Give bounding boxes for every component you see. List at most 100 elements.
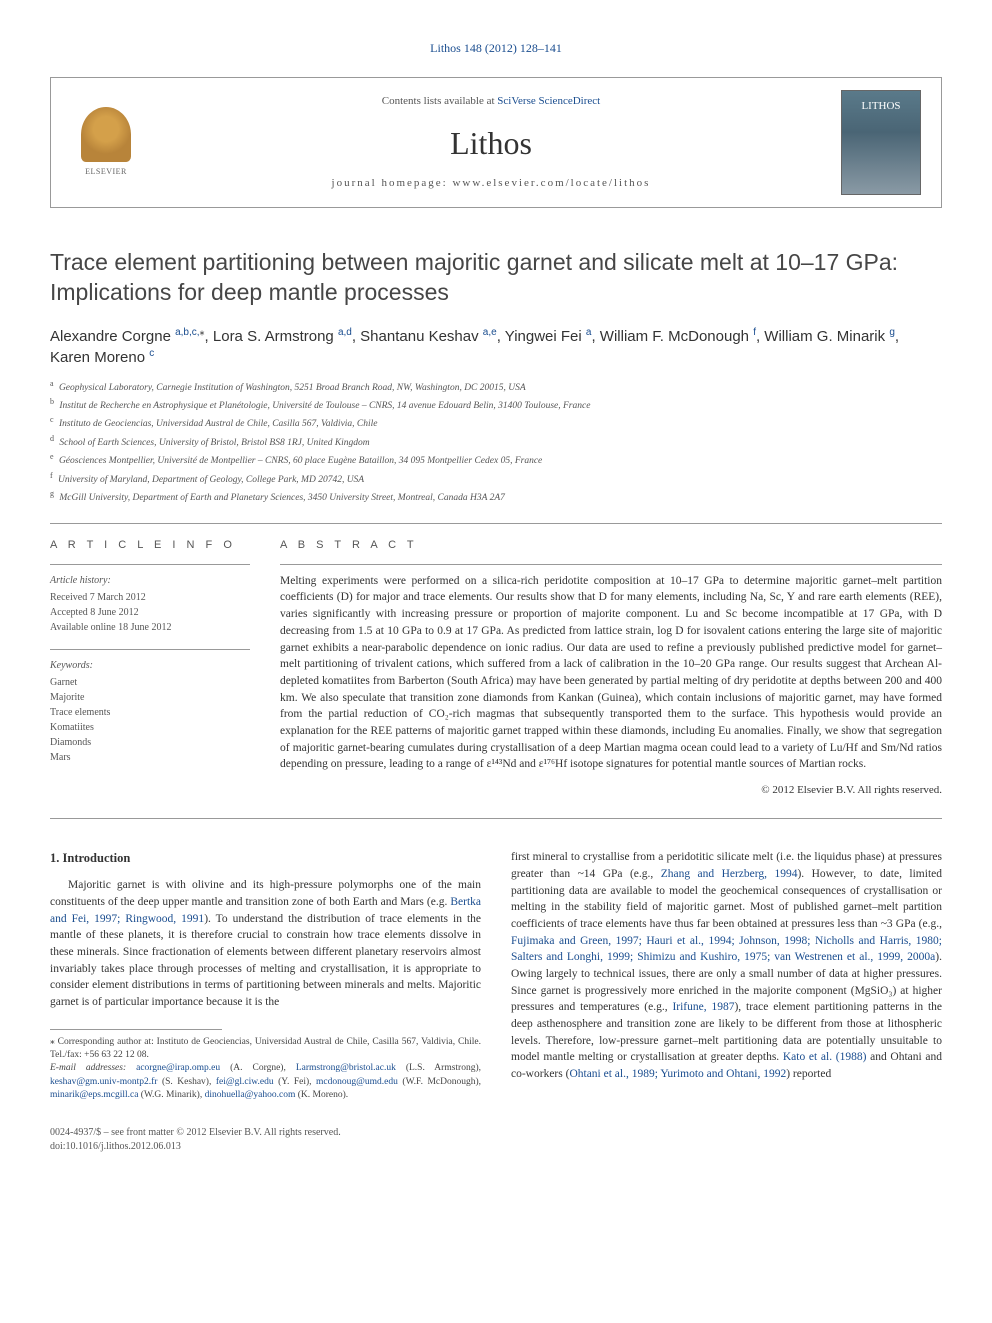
body-two-column: 1. Introduction Majoritic garnet is with… xyxy=(50,849,942,1154)
author-name: , Yingwei Fei xyxy=(497,328,586,345)
author-list: Alexandre Corgne a,b,c,⁎, Lora S. Armstr… xyxy=(50,326,942,368)
elsevier-label: ELSEVIER xyxy=(85,166,127,177)
author-name: , Shantanu Keshav xyxy=(352,328,483,345)
history-label: Article history: xyxy=(50,573,250,588)
author-affil-sup: a,e xyxy=(483,327,497,338)
keyword-item: Majorite xyxy=(50,690,250,705)
email-owner: (S. Keshav) xyxy=(162,1077,209,1087)
author-name: , William F. McDonough xyxy=(591,328,753,345)
ref-link-irifune[interactable]: Irifune, 1987 xyxy=(672,1001,734,1013)
section-divider xyxy=(50,523,942,524)
author-affil-sup: a,b,c, xyxy=(175,327,199,338)
corresponding-author-note: ⁎ Corresponding author at: Instituto de … xyxy=(50,1036,481,1063)
keyword-item: Mars xyxy=(50,750,250,765)
email-link[interactable]: keshav@gm.univ-montp2.fr xyxy=(50,1077,157,1087)
affiliation-text: University of Maryland, Department of Ge… xyxy=(56,475,364,485)
abstract-column: A B S T R A C T Melting experiments were… xyxy=(280,538,942,798)
keyword-item: Trace elements xyxy=(50,705,250,720)
keyword-item: Komatiites xyxy=(50,720,250,735)
ref-link-kato[interactable]: Kato et al. (1988) xyxy=(783,1051,867,1063)
homepage-line: journal homepage: www.elsevier.com/locat… xyxy=(141,176,841,191)
author-affil-sup: a,d xyxy=(338,327,352,338)
footer-issn: 0024-4937/$ – see front matter © 2012 El… xyxy=(50,1126,481,1140)
cover-label: LITHOS xyxy=(861,99,900,114)
author-name: , William G. Minarik xyxy=(756,328,889,345)
affiliation-text: Geophysical Laboratory, Carnegie Institu… xyxy=(57,383,526,393)
email-link[interactable]: dinohuella@yahoo.com xyxy=(205,1090,296,1100)
title-line-1: Trace element partitioning between major… xyxy=(50,249,898,275)
journal-cover-thumbnail: LITHOS xyxy=(841,90,921,195)
footnote-separator xyxy=(50,1029,222,1030)
affiliation-item: b Institut de Recherche en Astrophysique… xyxy=(50,396,942,413)
abstract-copyright: © 2012 Elsevier B.V. All rights reserved… xyxy=(280,783,942,798)
email-addresses-block: E-mail addresses: acorgne@irap.omp.eu (A… xyxy=(50,1062,481,1102)
email-link[interactable]: Larmstrong@bristol.ac.uk xyxy=(296,1063,396,1073)
keywords-block: Keywords: GarnetMajoriteTrace elementsKo… xyxy=(50,649,250,765)
affiliation-text: Géosciences Montpellier, Université de M… xyxy=(57,456,543,466)
right-column: first mineral to crystallise from a peri… xyxy=(511,849,942,1154)
affiliation-key: b xyxy=(50,397,54,406)
footnotes-block: ⁎ Corresponding author at: Instituto de … xyxy=(50,1036,481,1102)
affiliation-key: c xyxy=(50,415,54,424)
keywords-list: GarnetMajoriteTrace elementsKomatiitesDi… xyxy=(50,675,250,765)
intro-heading: 1. Introduction xyxy=(50,849,481,867)
journal-header-box: ELSEVIER Contents lists available at Sci… xyxy=(50,77,942,208)
keyword-item: Diamonds xyxy=(50,735,250,750)
email-owner: (W.G. Minarik) xyxy=(141,1090,200,1100)
affiliation-key: g xyxy=(50,489,54,498)
abstract-heading: A B S T R A C T xyxy=(280,538,942,553)
info-abstract-row: A R T I C L E I N F O Article history: R… xyxy=(50,538,942,798)
title-line-2: Implications for deep mantle processes xyxy=(50,279,449,305)
affiliation-key: e xyxy=(50,452,54,461)
homepage-url: www.elsevier.com/locate/lithos xyxy=(452,177,650,189)
email-link[interactable]: mcdonoug@umd.edu xyxy=(316,1077,398,1087)
contents-prefix: Contents lists available at xyxy=(382,95,497,107)
header-center: Contents lists available at SciVerse Sci… xyxy=(141,94,841,192)
ref-link-fujimaka[interactable]: Fujimaka and Green, 1997; Hauri et al., … xyxy=(511,935,942,964)
contents-line: Contents lists available at SciVerse Sci… xyxy=(141,94,841,109)
page-footer: 0024-4937/$ – see front matter © 2012 El… xyxy=(50,1126,481,1154)
intro-paragraph-2: first mineral to crystallise from a peri… xyxy=(511,849,942,1082)
sciencedirect-link[interactable]: SciVerse ScienceDirect xyxy=(497,95,600,107)
article-info-column: A R T I C L E I N F O Article history: R… xyxy=(50,538,250,798)
ref-link-zhang[interactable]: Zhang and Herzberg, 1994 xyxy=(661,868,798,880)
affiliation-key: d xyxy=(50,434,54,443)
section-divider-2 xyxy=(50,818,942,819)
citation-header: Lithos 148 (2012) 128–141 xyxy=(50,40,942,57)
intro-text-1a: Majoritic garnet is with olivine and its… xyxy=(50,879,481,908)
history-accepted: Accepted 8 June 2012 xyxy=(50,605,250,620)
history-online: Available online 18 June 2012 xyxy=(50,620,250,635)
email-link[interactable]: minarik@eps.mcgill.ca xyxy=(50,1090,138,1100)
intro-paragraph-1: Majoritic garnet is with olivine and its… xyxy=(50,877,481,1010)
keyword-item: Garnet xyxy=(50,675,250,690)
affiliation-item: a Geophysical Laboratory, Carnegie Insti… xyxy=(50,378,942,395)
citation-link[interactable]: Lithos 148 (2012) 128–141 xyxy=(430,41,562,55)
affiliation-text: Institut de Recherche en Astrophysique e… xyxy=(57,401,590,411)
affiliation-item: c Instituto de Geociencias, Universidad … xyxy=(50,414,942,431)
affiliation-list: a Geophysical Laboratory, Carnegie Insti… xyxy=(50,378,942,506)
email-link[interactable]: fei@gl.ciw.edu xyxy=(216,1077,274,1087)
author-name: Alexandre Corgne xyxy=(50,328,175,345)
abstract-text: Melting experiments were performed on a … xyxy=(280,564,942,773)
email-owner: (A. Corgne) xyxy=(230,1063,283,1073)
elsevier-logo: ELSEVIER xyxy=(71,102,141,182)
affiliation-text: School of Earth Sciences, University of … xyxy=(57,438,370,448)
keywords-label: Keywords: xyxy=(50,658,250,673)
email-owner: (K. Moreno) xyxy=(298,1090,346,1100)
email-owner: (Y. Fei) xyxy=(278,1077,309,1087)
article-info-heading: A R T I C L E I N F O xyxy=(50,538,250,553)
affiliation-key: f xyxy=(50,471,53,480)
history-received: Received 7 March 2012 xyxy=(50,590,250,605)
email-link[interactable]: acorgne@irap.omp.eu xyxy=(136,1063,220,1073)
emails-label: E-mail addresses: xyxy=(50,1063,136,1073)
article-title: Trace element partitioning between major… xyxy=(50,248,942,308)
intro-text-1b: ). To understand the distribution of tra… xyxy=(50,913,481,1008)
affiliation-key: a xyxy=(50,379,54,388)
ref-link-ohtani[interactable]: Ohtani et al., 1989; Yurimoto and Ohtani… xyxy=(569,1068,786,1080)
footer-doi: doi:10.1016/j.lithos.2012.06.013 xyxy=(50,1140,481,1154)
homepage-prefix: journal homepage: xyxy=(332,177,453,189)
email-owner: (W.F. McDonough) xyxy=(402,1077,478,1087)
intro-text-2f: ) reported xyxy=(786,1068,831,1080)
affiliation-item: g McGill University, Department of Earth… xyxy=(50,488,942,505)
affiliation-item: e Géosciences Montpellier, Université de… xyxy=(50,451,942,468)
